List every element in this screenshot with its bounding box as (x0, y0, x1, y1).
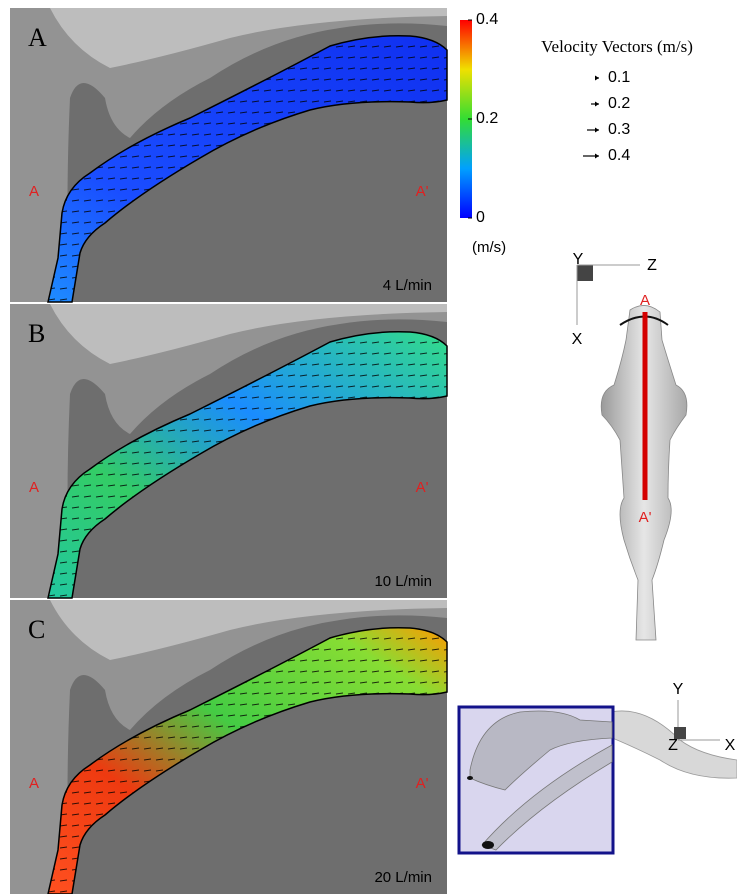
legend: 0.1 0.2 0.3 0.4 (583, 69, 630, 164)
axis-label: Y (573, 251, 584, 268)
colorbar-tick-label: 0 (476, 209, 485, 226)
section-end: A' (416, 479, 429, 496)
section-start: A (29, 183, 39, 200)
colorbar-unit: (m/s) (472, 239, 506, 256)
panel-label: A (28, 23, 47, 52)
legend-label: 0.4 (608, 147, 630, 164)
panels: A A A' 4 L/min B A A' 10 L/min C A A' 20 L/min (10, 8, 447, 894)
colorbar-ticks: 0 0.2 0.4 (468, 11, 498, 226)
section-start: A (640, 292, 650, 309)
axis-label: Y (673, 681, 684, 698)
legend-label: 0.2 (608, 95, 630, 112)
axis-label: X (572, 331, 583, 348)
panel-label: B (28, 319, 45, 348)
vector-arrowhead (595, 128, 599, 133)
section-end: A' (416, 183, 429, 200)
flow-rate: 20 L/min (374, 869, 432, 886)
vector-arrowhead (595, 76, 599, 81)
model-side-view (459, 707, 737, 853)
section-start: A (29, 775, 39, 792)
panel: C A A' 20 L/min (10, 600, 447, 894)
flow-rate: 10 L/min (374, 573, 432, 590)
section-start: A (29, 479, 39, 496)
axis-label: X (725, 737, 736, 754)
panel-label: C (28, 615, 45, 644)
axis-label: Z (668, 737, 678, 754)
section-end: A' (416, 775, 429, 792)
axis-label: Z (647, 257, 657, 274)
colorbar-tick-label: 0.4 (476, 11, 498, 28)
model-top-view (601, 305, 687, 640)
page: {"panels": [ {"label": "A", "section_sta… (0, 0, 737, 894)
axes-triad-bottom (674, 700, 720, 740)
legend-label: 0.3 (608, 121, 630, 138)
figure: A A A' 4 L/min B A A' 10 L/min C A A' 20 L/min 0 0.2… (0, 0, 737, 894)
vector-arrowhead (595, 102, 599, 107)
section-end: A' (639, 509, 652, 526)
colorbar-tick-label: 0.2 (476, 110, 498, 127)
flow-rate: 4 L/min (383, 277, 432, 294)
legend-title: Velocity Vectors (m/s) (541, 37, 693, 56)
panel: B A A' 10 L/min (10, 304, 447, 598)
legend-label: 0.1 (608, 69, 630, 86)
vector-arrowhead (595, 154, 599, 159)
panel: A A A' 4 L/min (10, 8, 447, 302)
